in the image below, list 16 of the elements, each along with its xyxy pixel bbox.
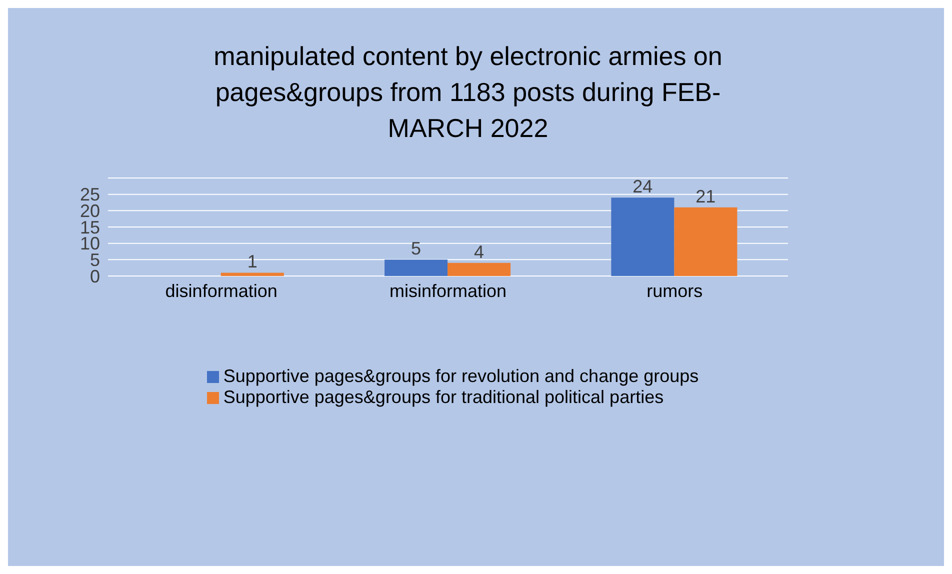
data-label: 24 [632,176,653,197]
bar [674,207,738,276]
bar [220,272,284,276]
data-label: 5 [411,238,422,259]
x-tick-label: rumors [646,280,703,301]
bar [384,260,448,276]
legend-label: Supportive pages&groups for revolution and change groups [223,366,699,386]
bar [611,198,674,276]
data-label: 1 [247,252,258,272]
x-tick-label: misinformation [389,280,507,301]
x-tick-label: disinformation [165,280,278,301]
data-label: 4 [474,242,484,262]
chart-title: manipulated content by electronic armies on pages&groups from 1183 posts during FEB-MARCH 2022 [212,40,724,145]
legend-label: Supportive pages&groups for traditional political parties [223,387,664,407]
bar [448,262,511,276]
data-label: 21 [696,186,716,206]
